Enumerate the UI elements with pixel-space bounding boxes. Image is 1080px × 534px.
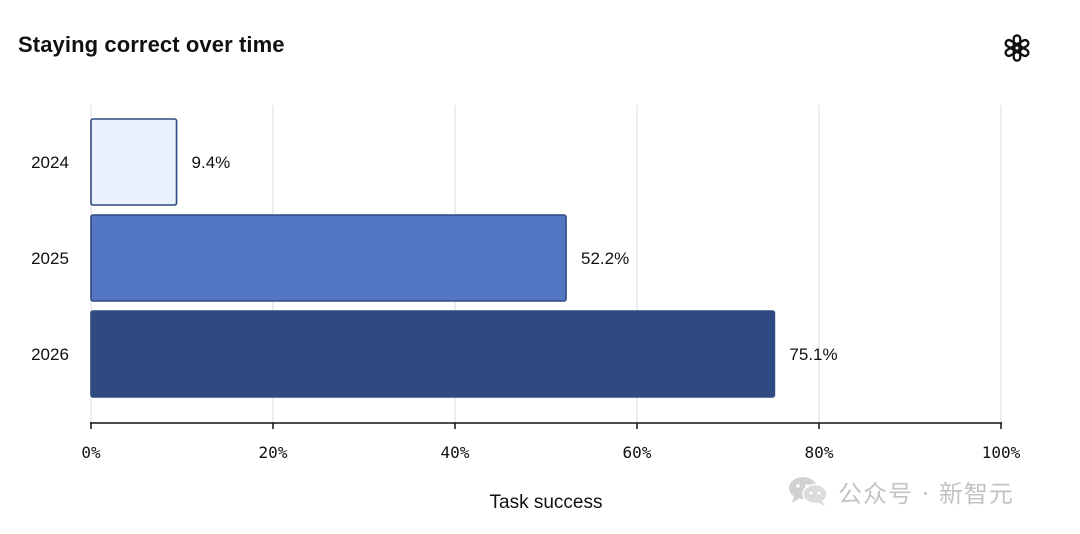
chart-title: Staying correct over time [18,32,285,57]
bar-2024 [90,118,178,206]
x-tick-label: 0% [81,443,101,462]
category-labels: 2024 2025 2026 [31,153,69,364]
bar-2025 [90,214,567,302]
wechat-icon [789,477,828,506]
x-axis-label: Task success [490,492,603,513]
bar-2026 [90,310,776,398]
value-label: 52.2% [581,249,629,268]
category-label: 2024 [31,153,69,172]
category-label: 2025 [31,249,69,268]
x-tick-label: 40% [441,443,470,462]
x-tick-label: 100% [982,443,1021,462]
value-label: 75.1% [789,345,837,364]
x-tick-label: 60% [623,443,652,462]
x-axis-ticks: 0% 20% 40% 60% 80% 100% [81,423,1021,462]
value-label: 9.4% [192,153,231,172]
bars [90,118,776,398]
x-tick-label: 20% [259,443,288,462]
watermark-text: 公众号 · 新智元 [838,479,1014,508]
value-labels: 9.4% 52.2% 75.1% [192,153,838,364]
x-tick-label: 80% [805,443,834,462]
category-label: 2026 [31,345,69,364]
watermark: 公众号 · 新智元 [786,474,1014,508]
openai-logo-icon [1004,34,1030,62]
